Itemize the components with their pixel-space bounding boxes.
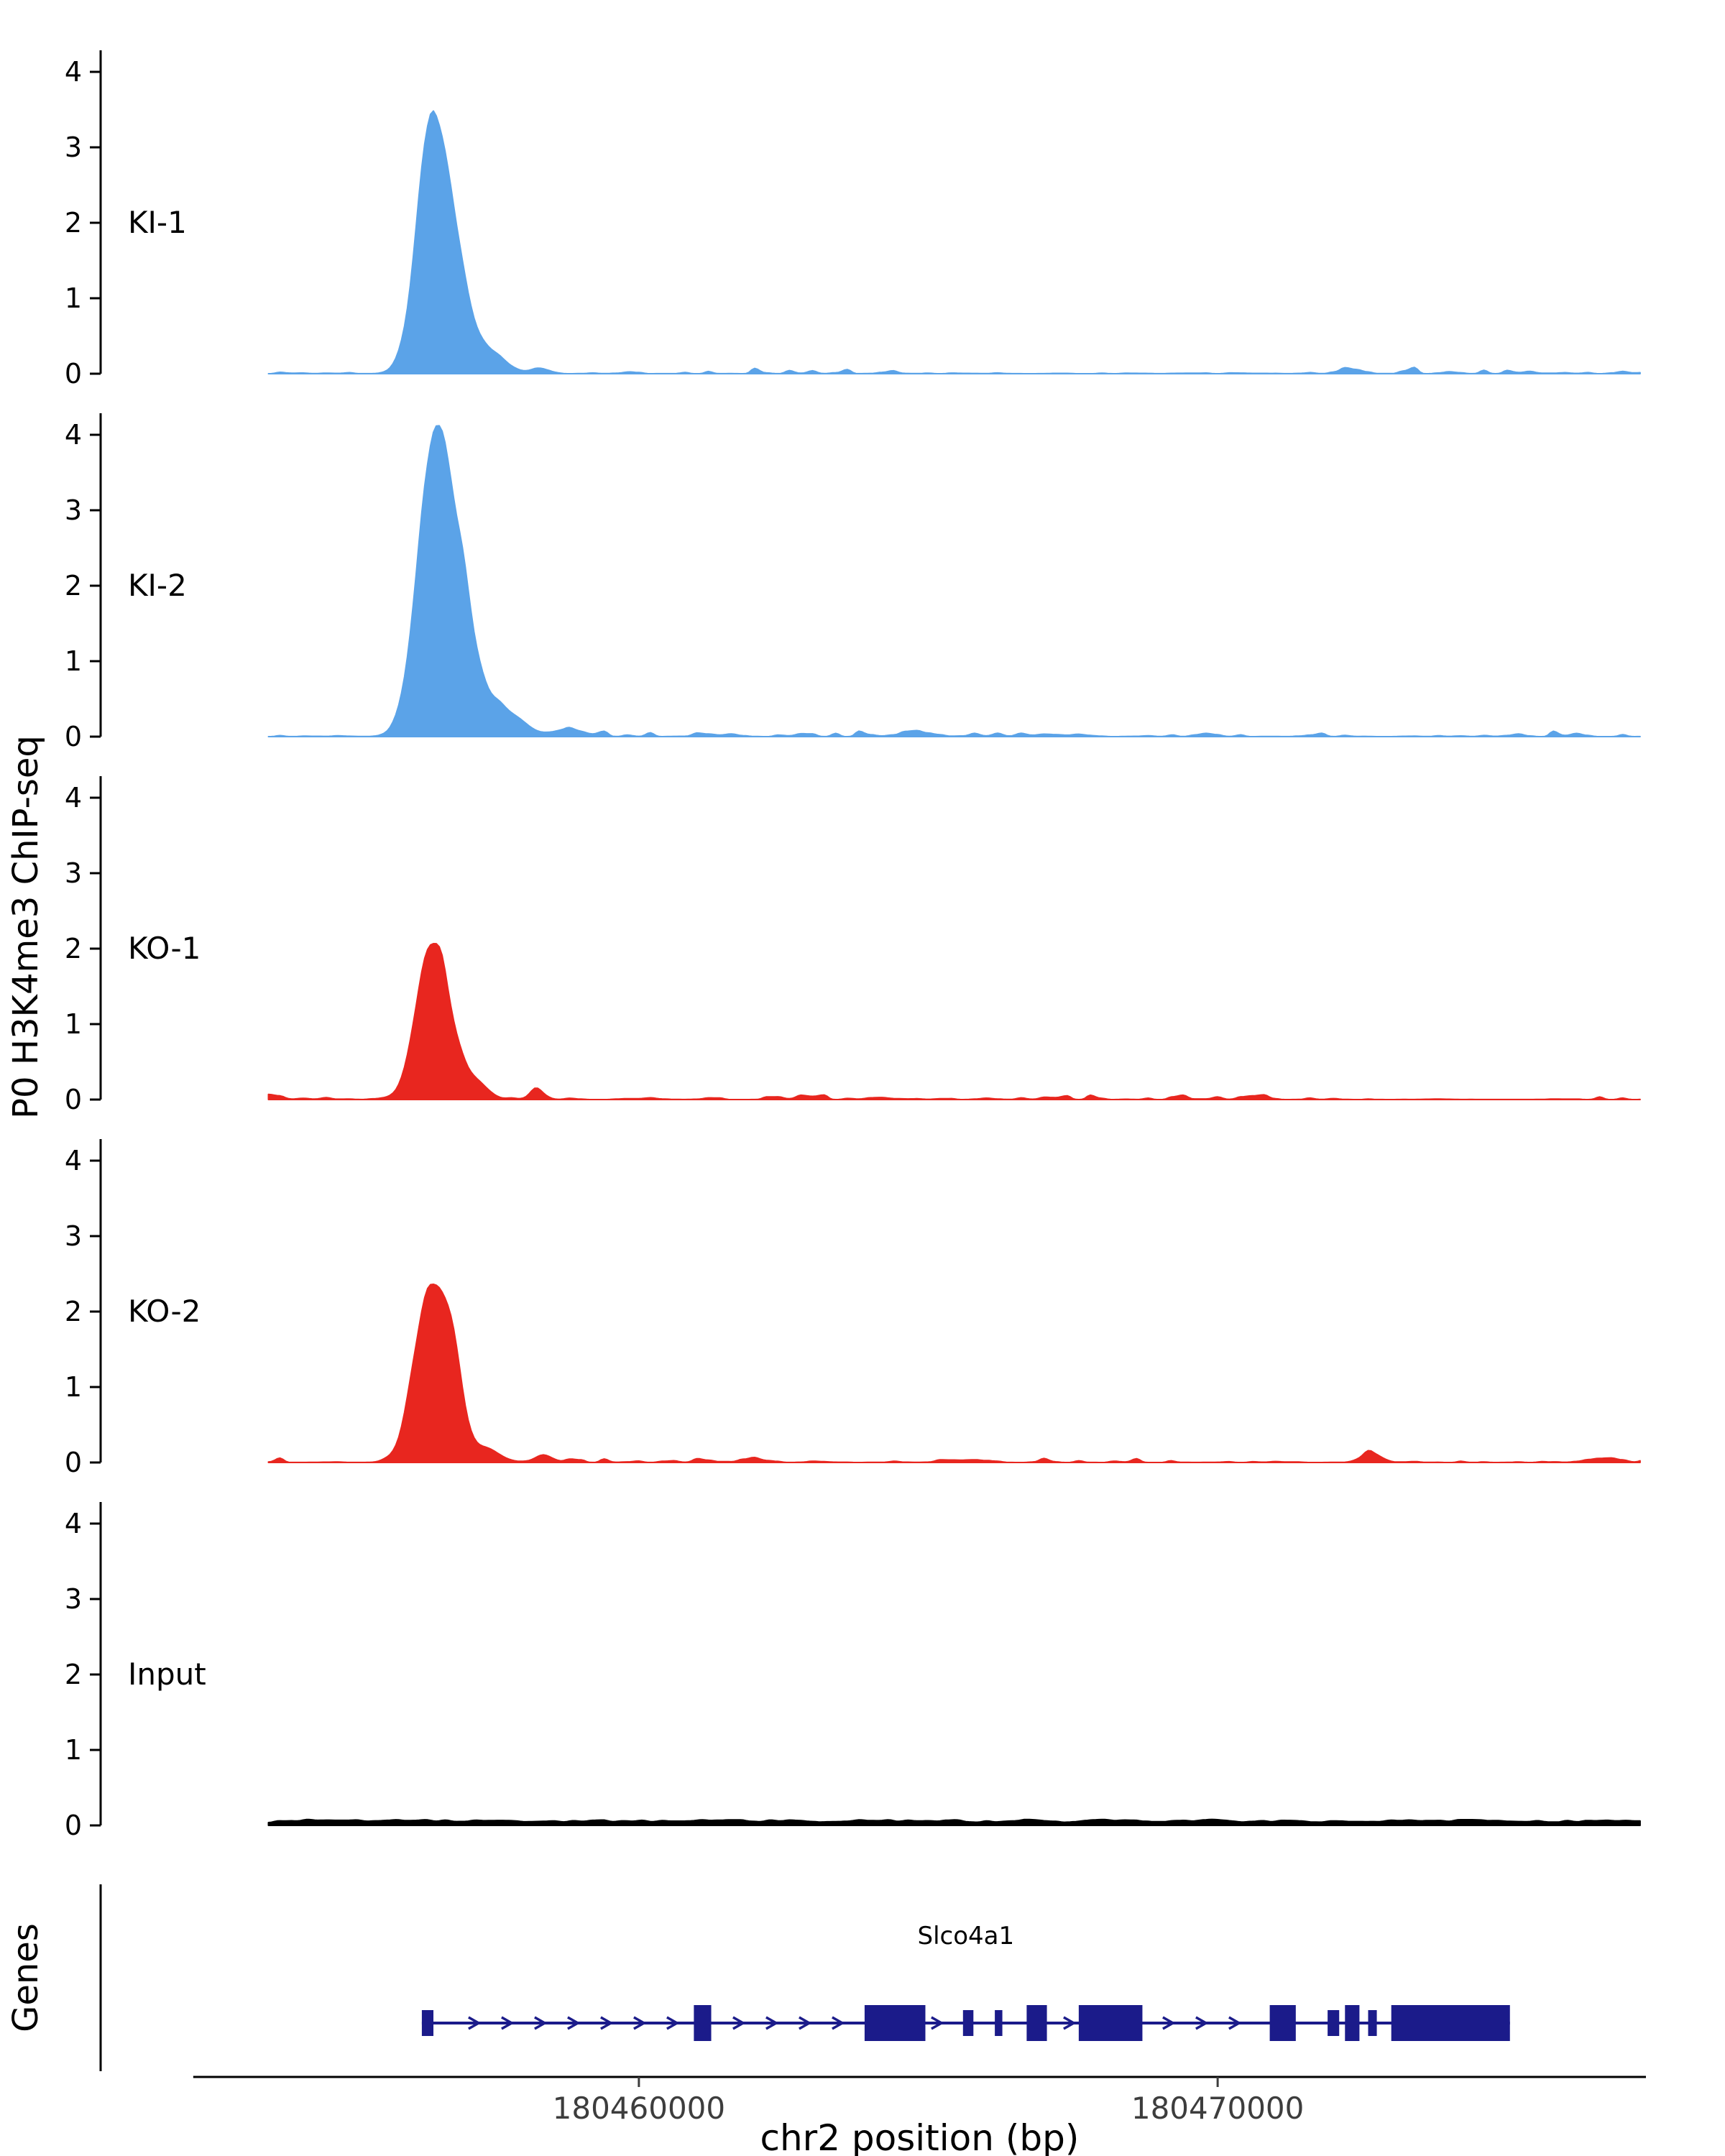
- strand-chevron-icon: [1063, 2016, 1077, 2030]
- y-tick-label: 3: [65, 1583, 82, 1615]
- strand-chevron-icon: [600, 2016, 614, 2030]
- x-tick-label: 180460000: [553, 2091, 726, 2126]
- y-tick-label: 1: [65, 1371, 82, 1403]
- y-tick-label: 2: [65, 570, 82, 602]
- y-tick-label: 0: [65, 721, 82, 752]
- signal-area: [267, 1818, 1641, 1826]
- signal-area: [267, 1284, 1641, 1463]
- strand-chevron-icon: [765, 2016, 779, 2030]
- track-label: KO-1: [128, 931, 201, 966]
- strand-chevron-icon: [534, 2016, 548, 2030]
- y-tick-label: 1: [65, 1008, 82, 1040]
- gene-model-Slco4a1: Slco4a1: [421, 1922, 1510, 2041]
- genes-panel: Slco4a1: [99, 1884, 1510, 2071]
- track-label: Input: [128, 1657, 206, 1692]
- track-panel-KO-2: 0 1 2 3 4 KO-2: [65, 1139, 1641, 1478]
- x-tick-label: 180470000: [1131, 2091, 1305, 2126]
- y-tick-label: 3: [65, 494, 82, 526]
- track-label: KI-1: [128, 205, 187, 240]
- y-tick-label: 1: [65, 282, 82, 314]
- y-tick-label: 4: [65, 1145, 82, 1176]
- exon-rect: [995, 2010, 1003, 2036]
- signal-area: [267, 943, 1641, 1100]
- strand-chevron-icon: [666, 2016, 680, 2030]
- exon-rect: [1391, 2005, 1510, 2041]
- gene-name-label: Slco4a1: [918, 1922, 1015, 1950]
- strand-chevron-icon: [501, 2016, 515, 2030]
- exon-rect: [1345, 2005, 1360, 2041]
- exon-rect: [1269, 2005, 1296, 2041]
- y-tick-label: 4: [65, 1508, 82, 1539]
- exon-rect: [1328, 2010, 1340, 2036]
- track-panel-KO-1: 0 1 2 3 4 KO-1: [65, 776, 1641, 1115]
- y-tick-label: 1: [65, 645, 82, 677]
- strand-chevron-icon: [799, 2016, 812, 2030]
- y-tick-label: 3: [65, 1220, 82, 1252]
- strand-chevron-icon: [468, 2016, 482, 2030]
- exon-rect: [1026, 2005, 1047, 2041]
- y-tick-label: 0: [65, 358, 82, 390]
- track-panel-KI-2: 0 1 2 3 4 KI-2: [65, 413, 1641, 752]
- track-panel-Input: 0 1 2 3 4 Input: [65, 1502, 1641, 1841]
- signal-area: [267, 110, 1641, 374]
- strand-chevron-icon: [567, 2016, 581, 2030]
- y-tick-label: 2: [65, 1659, 82, 1690]
- y-axis-title: P0 H3K4me3 ChIP-seq: [6, 735, 46, 1119]
- strand-chevron-icon: [633, 2016, 647, 2030]
- x-axis: 180460000 180470000 chr2 position (bp): [193, 2076, 1646, 2156]
- track-panel-KI-1: 0 1 2 3 4 KI-1: [65, 50, 1641, 390]
- strand-chevron-icon: [1228, 2016, 1242, 2030]
- y-tick-label: 0: [65, 1084, 82, 1115]
- exon-rect: [421, 2010, 434, 2036]
- genes-panel-title: Genes: [6, 1923, 46, 2032]
- strand-chevron-icon: [732, 2016, 746, 2030]
- y-tick-label: 4: [65, 782, 82, 814]
- y-tick-label: 2: [65, 1296, 82, 1327]
- x-axis-title: chr2 position (bp): [760, 2117, 1079, 2156]
- y-tick-label: 3: [65, 132, 82, 163]
- exon-rect: [1368, 2010, 1377, 2036]
- y-tick-label: 4: [65, 56, 82, 88]
- y-tick-label: 4: [65, 419, 82, 451]
- y-tick-label: 3: [65, 857, 82, 889]
- track-label: KI-2: [128, 568, 187, 603]
- y-tick-label: 2: [65, 207, 82, 239]
- strand-chevron-icon: [1195, 2016, 1209, 2030]
- track-label: KO-2: [128, 1294, 201, 1329]
- y-tick-label: 2: [65, 933, 82, 964]
- exon-rect: [962, 2010, 974, 2036]
- strand-chevron-icon: [832, 2016, 845, 2030]
- exon-rect: [1078, 2005, 1143, 2041]
- exon-rect: [864, 2005, 926, 2041]
- y-tick-label: 0: [65, 1810, 82, 1841]
- strand-chevron-icon: [1162, 2016, 1176, 2030]
- exon-rect: [694, 2005, 712, 2041]
- signal-area: [267, 425, 1641, 737]
- y-tick-label: 0: [65, 1447, 82, 1478]
- y-tick-label: 1: [65, 1734, 82, 1766]
- strand-chevron-icon: [931, 2016, 944, 2030]
